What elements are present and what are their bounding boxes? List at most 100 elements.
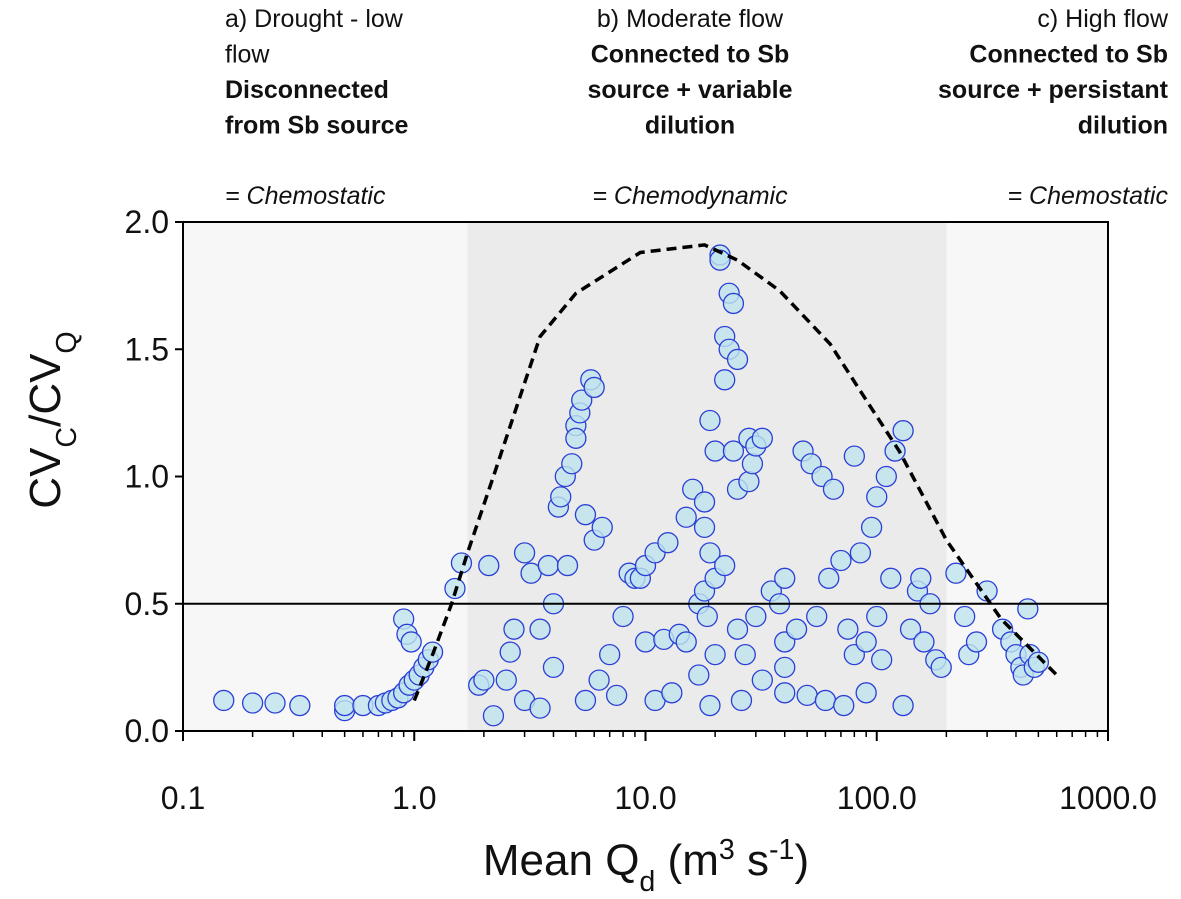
data-point (833, 694, 855, 717)
data-point (473, 669, 495, 691)
envelope-curve (412, 243, 1058, 702)
annotation-bold: dilution (1078, 112, 1168, 140)
data-point (478, 554, 500, 577)
data-point (734, 644, 756, 666)
data-point (714, 369, 736, 391)
data-point (884, 440, 906, 462)
data-point (529, 697, 551, 719)
data-point (696, 605, 718, 628)
data-point (495, 669, 517, 691)
data-point (751, 427, 773, 449)
data-point (899, 618, 922, 640)
data-point (774, 682, 796, 704)
regime-label: = Chemostatic (1008, 182, 1169, 210)
data-point (241, 692, 264, 714)
data-point (818, 567, 840, 589)
x-tick-label: 10.0 (614, 780, 676, 816)
data-point (871, 649, 893, 671)
label-part: 3 (719, 834, 735, 866)
data-point (213, 689, 235, 712)
data-point (965, 631, 988, 653)
data-point (561, 453, 583, 475)
data-point (542, 656, 565, 679)
data-point (693, 491, 716, 513)
data-point (722, 292, 745, 315)
data-point (837, 618, 859, 640)
y-tick-label: 0.5 (125, 586, 169, 622)
annotation-bold: dilution (645, 112, 735, 140)
data-point (704, 440, 726, 462)
data-point (699, 409, 721, 432)
data-point (866, 486, 888, 508)
data-point (565, 427, 587, 449)
data-point (910, 567, 932, 589)
data-point (892, 420, 914, 442)
data-point (1017, 598, 1039, 620)
label-part: Q (51, 331, 83, 353)
label-part: s (735, 836, 769, 885)
annotation-title: c) High flow (1037, 5, 1169, 33)
data-point (892, 694, 914, 717)
label-part: C (51, 427, 83, 448)
data-point (945, 562, 967, 584)
data-point (954, 605, 976, 628)
regime-label: = Chemostatic (225, 182, 386, 210)
data-point (588, 669, 610, 691)
data-point (264, 692, 286, 714)
data-point (730, 689, 753, 712)
data-point (1027, 651, 1050, 673)
data-point (333, 694, 356, 717)
annotation-bold: Disconnected (225, 76, 389, 104)
annotation-title: flow (225, 41, 270, 69)
data-point (866, 605, 888, 628)
data-point (450, 552, 473, 574)
data-point (499, 641, 521, 663)
annotation-bold: Connected to Sb (591, 41, 790, 69)
annotation-bold: from Sb source (225, 112, 408, 140)
data-point (605, 684, 628, 707)
data-point (822, 478, 845, 500)
data-point (860, 516, 883, 539)
data-point (855, 631, 877, 653)
data-point (726, 618, 749, 640)
y-tick-label: 0.0 (125, 713, 169, 749)
x-axis-label: Mean Qd (m3 s-1) (483, 834, 809, 898)
data-point (741, 453, 764, 475)
data-point (714, 554, 736, 577)
label-part: ) (794, 836, 809, 885)
y-tick-label: 1.0 (125, 459, 169, 495)
data-point (774, 656, 796, 679)
annotation-title: a) Drought - low (225, 5, 404, 33)
label-part: CV (21, 447, 70, 509)
data-point (774, 567, 796, 589)
data-point (785, 618, 808, 640)
data-point (571, 389, 593, 411)
label-part: Mean Q (483, 836, 640, 885)
data-point (930, 656, 952, 679)
data-point (738, 470, 760, 493)
x-tick-label: 1000.0 (1059, 780, 1157, 816)
data-point (556, 554, 579, 577)
label-part: d (639, 866, 655, 898)
data-point (688, 664, 710, 686)
data-point (880, 567, 902, 589)
data-point (289, 694, 311, 717)
data-point (503, 618, 525, 640)
data-point (875, 465, 897, 488)
data-point (849, 542, 872, 564)
data-point (745, 605, 767, 628)
data-point (591, 516, 613, 539)
data-point (843, 445, 865, 467)
data-point (693, 516, 716, 539)
data-point (574, 689, 597, 712)
data-point (726, 348, 749, 371)
data-point (699, 542, 721, 564)
data-point (634, 631, 657, 653)
data-point (855, 682, 877, 704)
y-tick-label: 2.0 (125, 204, 169, 240)
data-point (482, 705, 505, 727)
data-point (675, 506, 697, 528)
data-point (699, 694, 721, 717)
label-part: (m (655, 836, 719, 885)
